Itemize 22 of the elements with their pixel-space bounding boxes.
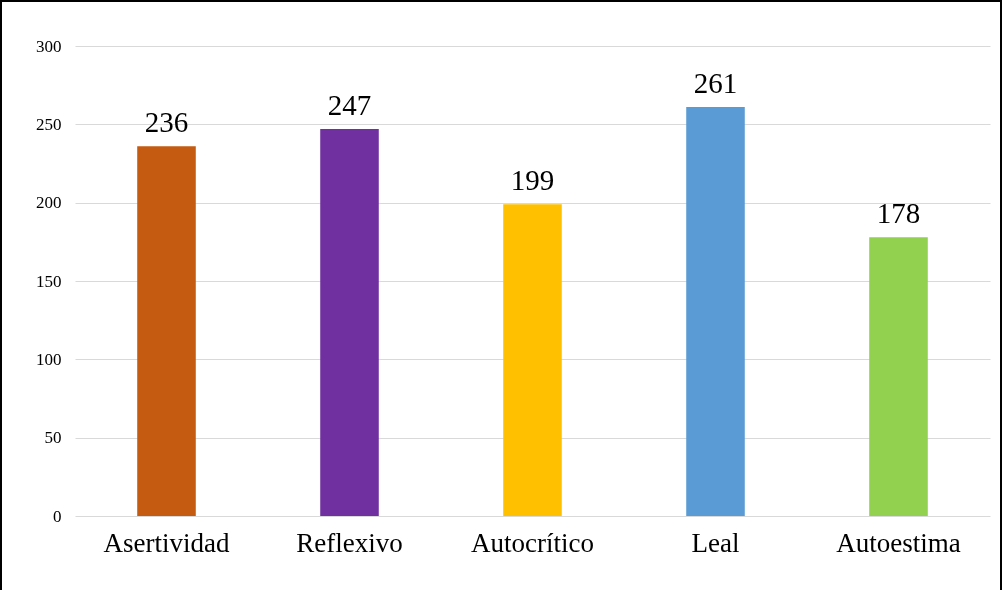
data-label: 236: [144, 106, 189, 139]
data-label: 178: [876, 197, 921, 230]
bar: [869, 237, 928, 516]
y-tick-label: 250: [36, 114, 62, 134]
data-label: 261: [693, 67, 738, 100]
x-tick-label: Autocrítico: [471, 527, 594, 558]
bar: [686, 107, 745, 516]
bar: [137, 146, 196, 516]
x-tick-label: Asertividad: [103, 527, 230, 558]
y-tick-label: 200: [36, 193, 62, 213]
data-label: 247: [327, 89, 372, 122]
y-tick-label: 100: [36, 349, 62, 369]
y-tick-label: 0: [53, 506, 62, 526]
y-tick-label: 300: [36, 36, 62, 56]
bar: [320, 129, 379, 516]
x-tick-label: Autoestima: [836, 527, 961, 558]
x-tick-label: Leal: [691, 527, 740, 558]
bar: [503, 204, 562, 516]
y-tick-label: 50: [44, 428, 62, 448]
x-tick-label: Reflexivo: [296, 527, 403, 558]
data-label: 199: [510, 164, 555, 197]
y-tick-label: 150: [36, 271, 62, 291]
